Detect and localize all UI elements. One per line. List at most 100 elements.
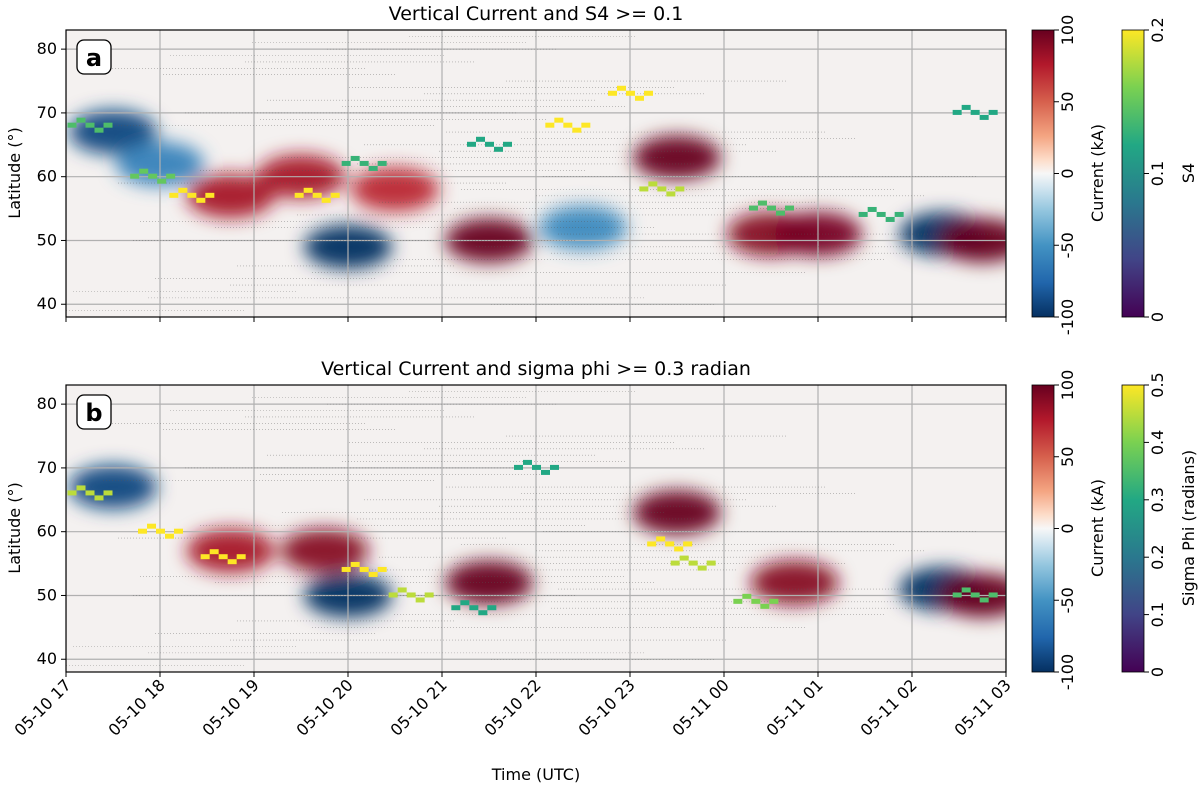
colorbar-tick-label: 50 bbox=[1058, 92, 1077, 112]
scintillation-point bbox=[218, 554, 228, 560]
scintillation-point bbox=[675, 186, 685, 192]
panel-b-current-colorbar: -100 -50 0 50 100 Current (kA) bbox=[1031, 370, 1107, 690]
scintillation-point bbox=[961, 587, 971, 593]
scintillation-point bbox=[321, 197, 331, 203]
scintillation-point bbox=[572, 127, 582, 133]
panel-b-badge-label: b bbox=[85, 399, 102, 427]
scintillation-point bbox=[970, 592, 980, 598]
scintillation-point bbox=[178, 187, 188, 193]
scintillation-point bbox=[377, 160, 387, 166]
colorbar-tick-label: 0.4 bbox=[1148, 430, 1167, 455]
scintillation-point bbox=[581, 122, 591, 128]
current-feature bbox=[69, 465, 157, 510]
scintillation-point bbox=[608, 90, 617, 96]
panel-a-s4-points bbox=[67, 85, 998, 222]
scintillation-point bbox=[656, 536, 666, 542]
panel-b-y-axis: 40 50 60 70 80 bbox=[37, 394, 66, 668]
panel-b-y-label: Latitude (°) bbox=[5, 482, 24, 573]
scintillation-point bbox=[359, 160, 369, 166]
scintillation-point bbox=[635, 95, 644, 101]
scintillation-point bbox=[988, 109, 998, 115]
x-tick-label: 05-10 23 bbox=[575, 675, 639, 739]
y-tick-label: 80 bbox=[37, 39, 57, 58]
x-tick-label: 05-10 22 bbox=[481, 675, 545, 739]
scintillation-point bbox=[532, 464, 541, 470]
panel-a-y-label: Latitude (°) bbox=[5, 127, 24, 218]
x-tick-label: 05-10 17 bbox=[11, 675, 75, 739]
colorbar-tick-label: -50 bbox=[1058, 232, 1077, 258]
panel-a-badge-label: a bbox=[86, 44, 102, 72]
scintillation-point bbox=[758, 200, 767, 206]
colorbar-tick-label: 0.2 bbox=[1148, 17, 1167, 42]
scintillation-point bbox=[742, 593, 752, 599]
scintillation-point bbox=[467, 141, 476, 147]
panel-a-badge bbox=[76, 39, 112, 75]
scintillation-point bbox=[460, 600, 470, 606]
scintillation-point bbox=[514, 464, 523, 470]
scintillation-point bbox=[647, 541, 657, 547]
scintillation-point bbox=[424, 592, 434, 598]
scintillation-point bbox=[94, 127, 104, 133]
scintillation-point bbox=[294, 192, 304, 198]
scintillation-point bbox=[350, 155, 360, 161]
scintillation-point bbox=[368, 571, 378, 577]
colorbar-tick-label: -50 bbox=[1058, 587, 1077, 613]
scintillation-point bbox=[341, 566, 351, 572]
scintillation-point bbox=[760, 603, 770, 609]
colorbar-tick-label: 0.1 bbox=[1148, 602, 1167, 627]
panel-a-current-field bbox=[69, 110, 1006, 269]
scintillation-point bbox=[523, 459, 532, 465]
panel-a-s4-colorbar: 0 0.1 0.2 S4 bbox=[1121, 17, 1198, 322]
current-feature bbox=[539, 205, 627, 250]
scintillation-point bbox=[494, 146, 503, 152]
panel-a-current-colorbar: -100 -50 0 50 100 Current (kA) bbox=[1031, 15, 1107, 335]
current-feature bbox=[186, 528, 275, 573]
x-tick-label: 05-10 19 bbox=[199, 675, 263, 739]
panel-a-satellite-tracks bbox=[66, 36, 1006, 311]
colorbar-tick-label: 100 bbox=[1058, 15, 1077, 46]
scintillation-point bbox=[138, 528, 147, 534]
scintillation-point bbox=[674, 546, 684, 552]
scintillation-point bbox=[130, 173, 140, 179]
panel-a-current-colorbar-label: Current (kA) bbox=[1088, 124, 1107, 222]
current-feature bbox=[280, 528, 369, 573]
scintillation-point bbox=[769, 598, 779, 604]
scintillation-point bbox=[979, 114, 989, 120]
y-tick-label: 50 bbox=[37, 585, 57, 604]
scintillation-point bbox=[187, 192, 197, 198]
scintillation-point bbox=[451, 605, 461, 611]
panel-b-sigma-phi-colorbar-label: Sigma Phi (radians) bbox=[1179, 450, 1198, 606]
scintillation-point bbox=[487, 605, 497, 611]
scintillation-point bbox=[485, 141, 494, 147]
scintillation-point bbox=[67, 490, 77, 496]
y-tick-label: 40 bbox=[37, 294, 57, 313]
scintillation-point bbox=[196, 197, 206, 203]
scintillation-point bbox=[776, 210, 785, 216]
scintillation-point bbox=[341, 160, 351, 166]
scintillation-point bbox=[648, 181, 658, 187]
scintillation-point bbox=[706, 560, 716, 566]
scintillation-point bbox=[688, 560, 698, 566]
scintillation-point bbox=[785, 205, 794, 211]
y-tick-label: 50 bbox=[37, 230, 57, 249]
scintillation-point bbox=[200, 554, 210, 560]
scintillation-point bbox=[330, 192, 340, 198]
scintillation-point bbox=[697, 565, 707, 571]
colorbar-tick-label: 50 bbox=[1058, 447, 1077, 467]
x-tick-label: 05-11 02 bbox=[857, 675, 921, 739]
scintillation-point bbox=[85, 490, 95, 496]
colorbar-tick-label: 0.1 bbox=[1148, 161, 1167, 186]
colorbar-tick-label: 0 bbox=[1058, 523, 1077, 533]
scintillation-point bbox=[503, 141, 512, 147]
scintillation-point bbox=[952, 109, 962, 115]
scintillation-point bbox=[85, 122, 95, 128]
scintillation-point bbox=[227, 559, 237, 565]
scintillation-point bbox=[894, 211, 904, 217]
scintillation-point bbox=[103, 490, 113, 496]
scintillation-point bbox=[876, 211, 886, 217]
current-feature bbox=[351, 167, 439, 212]
scintillation-point bbox=[550, 464, 559, 470]
scintillation-point bbox=[657, 186, 667, 192]
x-tick-label: 05-10 20 bbox=[293, 675, 357, 739]
scintillation-point bbox=[166, 173, 176, 179]
